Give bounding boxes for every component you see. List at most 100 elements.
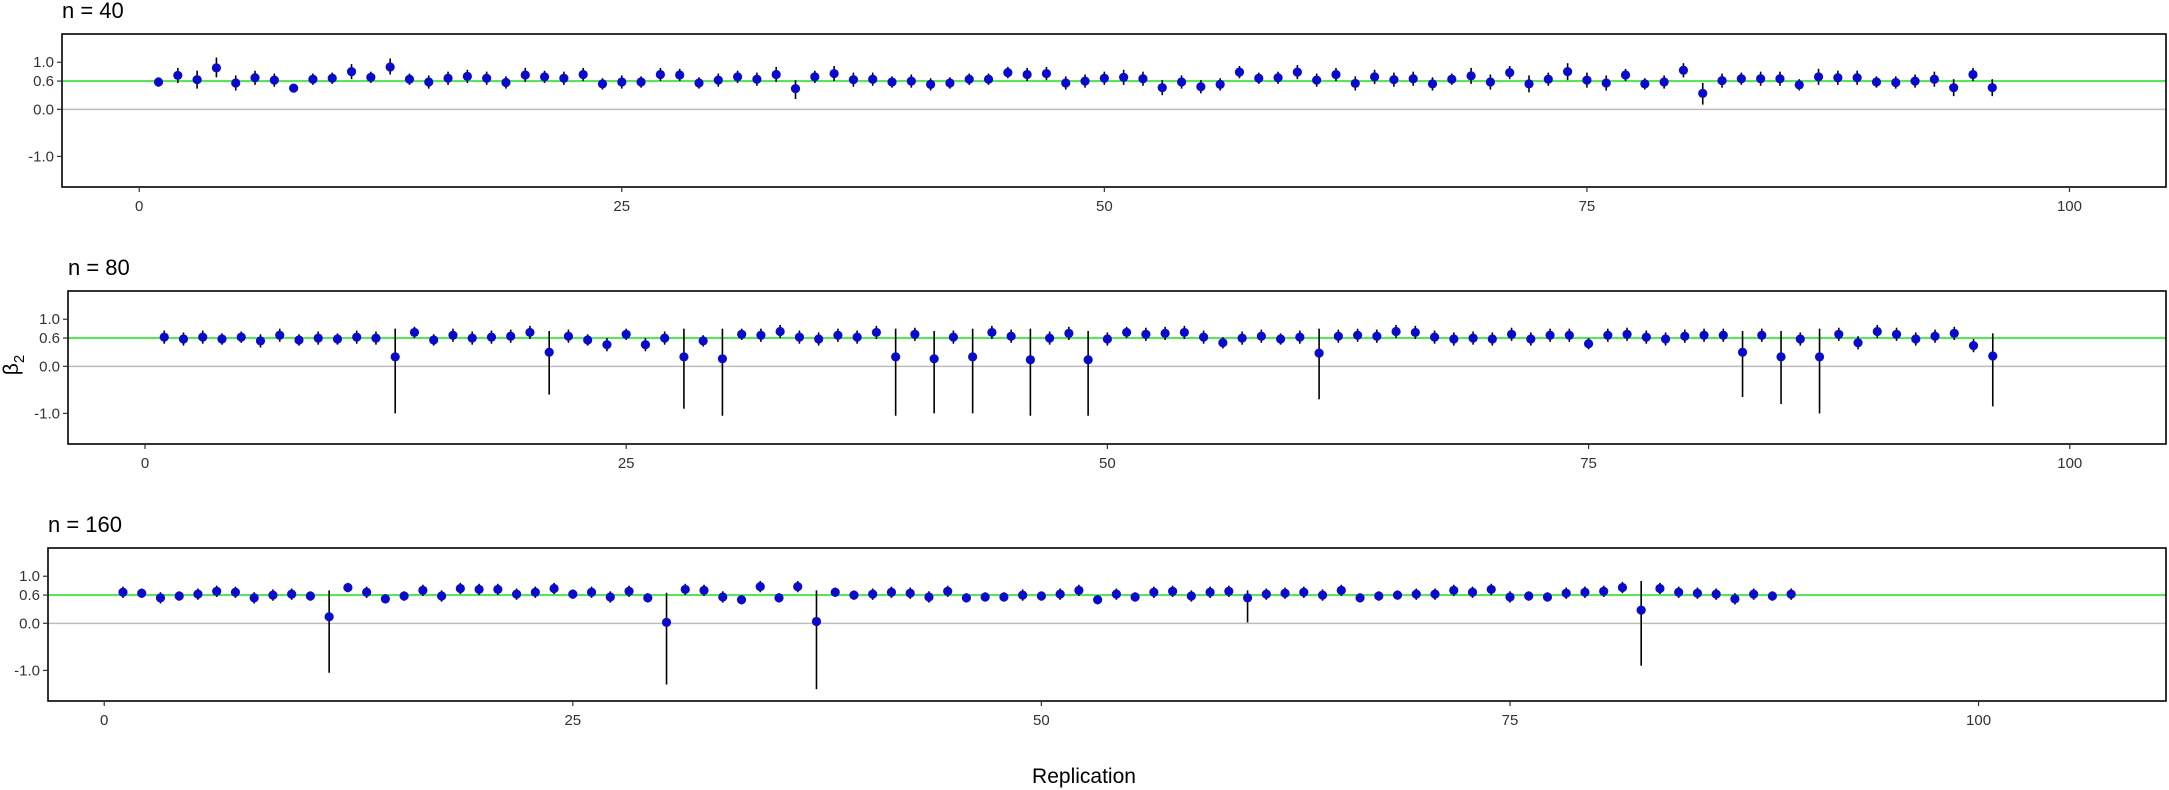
data-point bbox=[346, 67, 357, 77]
data-point bbox=[1295, 332, 1305, 342]
data-point bbox=[1871, 77, 1882, 87]
data-point bbox=[1122, 327, 1132, 338]
data-point bbox=[1093, 595, 1103, 605]
data-point bbox=[752, 74, 762, 84]
data-point bbox=[1242, 593, 1253, 603]
data-point bbox=[501, 77, 511, 88]
data-point bbox=[1949, 83, 1959, 93]
data-point bbox=[429, 335, 439, 345]
data-point bbox=[1505, 68, 1515, 78]
data-point bbox=[1506, 329, 1517, 339]
data-point bbox=[833, 330, 843, 340]
data-point bbox=[1833, 73, 1843, 83]
data-point bbox=[404, 74, 415, 84]
data-point bbox=[173, 70, 183, 81]
data-point bbox=[1314, 348, 1324, 358]
data-point bbox=[1102, 334, 1112, 344]
data-point bbox=[1641, 332, 1651, 342]
data-point bbox=[1430, 589, 1440, 599]
data-point bbox=[424, 77, 434, 87]
panel-3: n = 160 -1.0 0.0 0.6 1.0 0 25 50 75 100 bbox=[14, 512, 2167, 729]
panel-frame bbox=[61, 33, 2167, 188]
data-point bbox=[1911, 334, 1921, 344]
data-point bbox=[1794, 80, 1804, 90]
data-point bbox=[1411, 589, 1421, 599]
data-point bbox=[1254, 73, 1264, 83]
data-point bbox=[1064, 328, 1074, 338]
data-point bbox=[1622, 329, 1632, 339]
data-point bbox=[961, 593, 972, 603]
data-point bbox=[852, 332, 862, 342]
data-point bbox=[718, 592, 728, 602]
data-point bbox=[1215, 79, 1225, 89]
data-point bbox=[1350, 78, 1360, 89]
data-point bbox=[380, 594, 390, 604]
data-point bbox=[1237, 333, 1247, 343]
data-point bbox=[362, 587, 372, 597]
data-point bbox=[1022, 69, 1032, 80]
panels: n = 40 -1.0 0.0 0.6 1.0 0 25 50 75 100 n = 80 -1.0 0… bbox=[14, 0, 2167, 729]
data-point bbox=[1205, 587, 1215, 597]
data-point bbox=[810, 72, 820, 82]
data-point bbox=[1718, 330, 1728, 340]
data-point bbox=[1717, 76, 1727, 86]
data-point bbox=[1636, 605, 1646, 615]
data-point bbox=[1988, 351, 1998, 361]
data-point bbox=[1542, 592, 1553, 602]
data-point bbox=[1111, 589, 1121, 599]
data-point bbox=[1410, 327, 1420, 338]
data-point bbox=[1176, 77, 1187, 87]
data-point bbox=[1660, 334, 1671, 344]
data-point bbox=[775, 326, 785, 337]
data-point bbox=[1526, 334, 1536, 344]
data-point bbox=[1601, 78, 1611, 88]
data-point bbox=[511, 589, 522, 599]
data-point bbox=[1524, 79, 1534, 89]
y-tick-label: -1.0 bbox=[14, 662, 40, 679]
data-point bbox=[1620, 70, 1631, 80]
data-point bbox=[578, 69, 588, 80]
data-point bbox=[926, 79, 936, 89]
data-point bbox=[275, 330, 285, 340]
data-point bbox=[871, 327, 882, 338]
data-point bbox=[829, 68, 839, 79]
y-tick-label: 0.0 bbox=[19, 615, 40, 632]
data-point bbox=[968, 352, 978, 362]
data-point bbox=[1025, 355, 1035, 365]
data-point bbox=[675, 70, 685, 80]
data-point bbox=[1468, 333, 1478, 343]
data-point bbox=[1352, 330, 1363, 340]
data-point bbox=[1505, 592, 1515, 602]
data-point bbox=[717, 354, 728, 364]
data-point bbox=[1891, 329, 1902, 339]
data-point bbox=[1486, 584, 1496, 595]
data-point bbox=[680, 584, 690, 595]
data-point bbox=[617, 77, 627, 87]
data-point bbox=[655, 69, 665, 80]
data-point bbox=[539, 72, 550, 82]
data-point bbox=[1119, 72, 1129, 82]
data-point bbox=[1524, 591, 1534, 601]
data-point bbox=[756, 330, 766, 340]
data-point bbox=[811, 616, 822, 627]
data-point bbox=[1910, 76, 1920, 86]
data-point bbox=[366, 72, 376, 82]
data-point bbox=[549, 583, 559, 594]
data-point bbox=[520, 70, 530, 80]
data-point bbox=[1767, 591, 1777, 601]
data-point bbox=[1141, 329, 1151, 339]
data-point bbox=[1449, 334, 1459, 344]
data-point bbox=[1408, 74, 1418, 84]
data-point bbox=[198, 332, 208, 342]
data-point bbox=[269, 75, 279, 85]
data-point bbox=[794, 332, 805, 342]
data-point bbox=[964, 74, 974, 84]
data-point bbox=[586, 587, 597, 597]
data-point bbox=[1580, 587, 1590, 597]
data-point bbox=[486, 332, 497, 342]
y-tick-label: 1.0 bbox=[33, 54, 54, 71]
data-point bbox=[891, 352, 901, 362]
data-point bbox=[1196, 82, 1206, 92]
data-point bbox=[887, 77, 897, 87]
